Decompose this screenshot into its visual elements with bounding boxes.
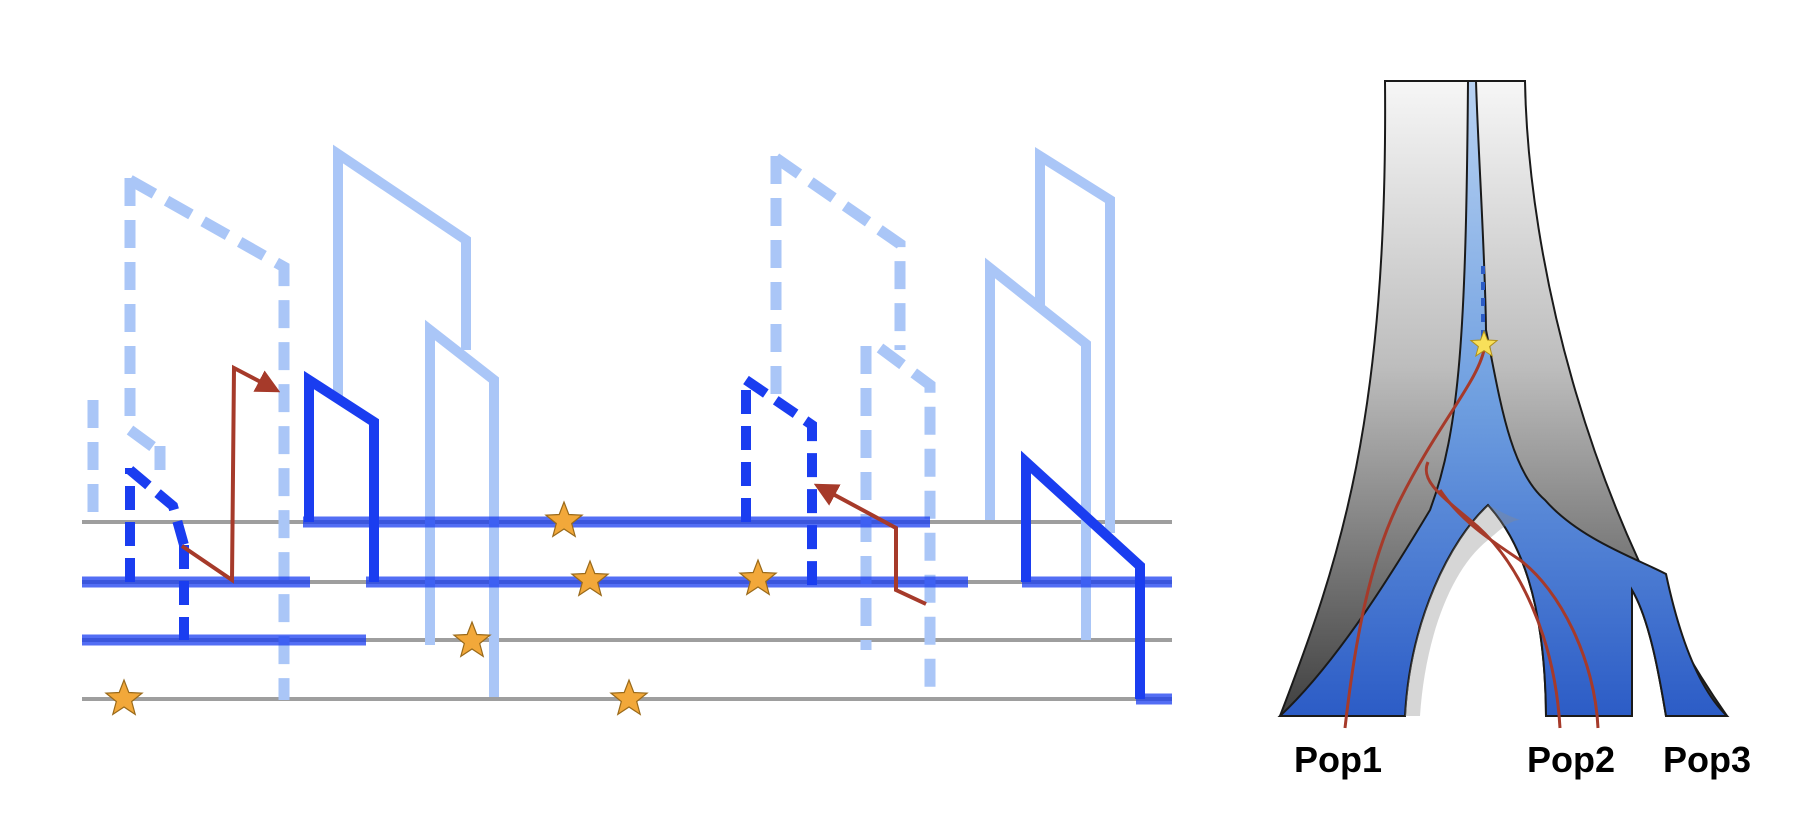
pop3-label: Pop3 [1663,739,1751,780]
inner-wedge-left [1405,505,1520,716]
population-tree-panel: Pop1 Pop2 Pop3 [1277,80,1751,780]
lineage-pop2b [1438,489,1600,729]
light-lineage-d [1035,146,1115,533]
star-icon [104,678,144,716]
star-icon [544,500,584,538]
recombination-arrows [180,364,927,606]
light-lineage-a [333,144,471,398]
strong-lineage-b [1021,450,1145,699]
lineage-pop1 [1343,344,1487,729]
population-history [1277,80,1730,717]
light-solid-lineages [333,144,1115,697]
pop1-label: Pop1 [1294,739,1382,780]
pop2-label: Pop2 [1527,739,1615,780]
strong-solid-lineages [304,370,1145,699]
ancestral-segments [82,516,1172,705]
mutation-stars [104,500,778,716]
haplotype-panel [82,144,1172,716]
strong-dashed-lineages [125,375,817,640]
light-dashed-lineage-b [127,175,290,700]
light-dashed-lineage-a [124,178,164,457]
light-lineage-b [425,319,499,697]
strong-dashed-lineage-b [126,466,189,547]
recombination-arrow-2 [813,483,927,606]
strong-lineage-a [304,370,379,582]
strong-dashed-lineage-e [743,375,817,590]
star-icon [570,559,610,597]
haplotype-lines [82,520,1172,701]
recombination-arrow-1 [180,364,281,584]
light-dashed-lineage-h [876,343,936,700]
light-dashed-lineages [87,153,936,700]
root-star-icon [1469,329,1499,358]
coalescent-lineages [1343,344,1600,729]
light-dashed-lineage-f [772,153,906,350]
star-icon [738,558,778,596]
star-icon [452,620,492,658]
star-icon [609,678,649,716]
